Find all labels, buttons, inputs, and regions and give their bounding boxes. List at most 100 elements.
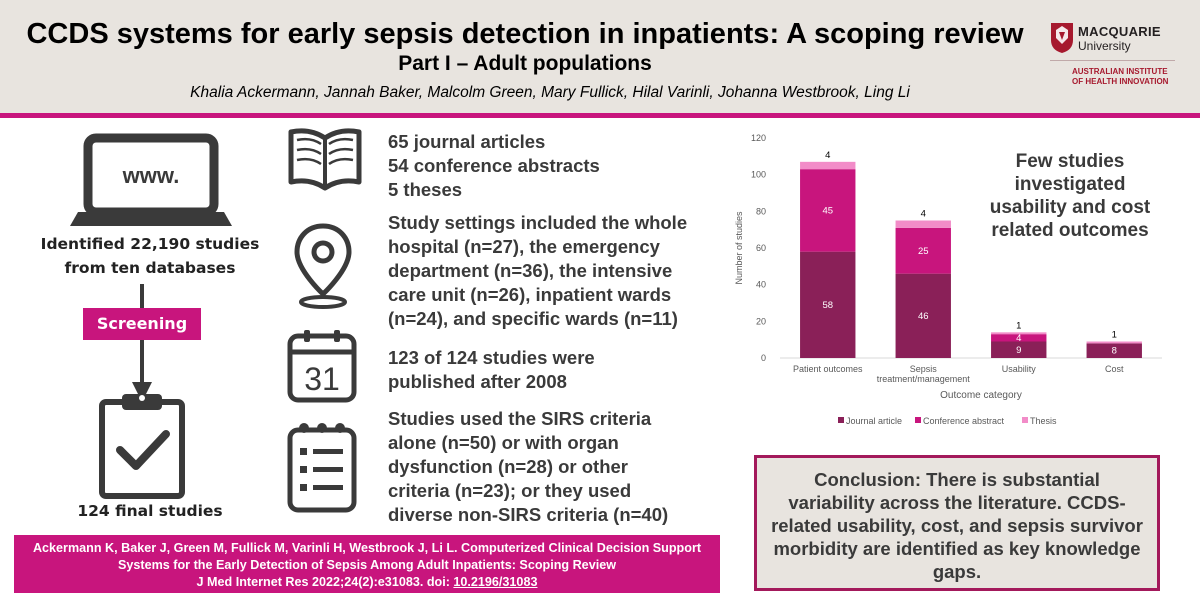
data-label: 1 [1112,330,1117,341]
bar-segment [800,251,856,358]
legend-swatch [915,417,921,423]
settings-line: (n=24), and specific wards (n=11) [388,308,678,329]
callout-line: investigated [1014,174,1126,195]
y-tick-label: 60 [756,243,766,253]
checklist-icon [287,423,357,513]
legend-label: Thesis [1030,416,1057,426]
article-counts: 65 journal articles 54 conference abstra… [388,130,600,202]
data-label: 4 [921,209,926,220]
settings-line: Study settings included the whole [388,212,688,233]
author-list: Khalia Ackermann, Jannah Baker, Malcolm … [190,84,910,101]
conclusion-box: Conclusion: There is substantial variabi… [754,455,1160,591]
criteria-line: dysfunction (n=28) or other [388,456,629,477]
citation-line1: Ackermann K, Baker J, Green M, Fullick M… [32,541,702,555]
data-label: 46 [918,311,929,322]
callout-line: usability and cost [989,197,1151,218]
down-arrow-icon [132,284,152,402]
identified-count: Identified 22,190 studies from ten datab… [40,235,260,277]
citation-line3: J Med Internet Res 2022;24(2):e31083. do… [14,574,720,591]
final-count: 124 final studies [77,502,223,520]
conclusion-line: Conclusion: There is substantial [814,469,1100,490]
x-tick-label: Patient outcomes [793,364,863,374]
bar-segment [1086,341,1142,344]
y-tick-label: 40 [756,280,766,290]
data-label: 58 [822,300,833,311]
criteria-text: Studies used the SIRS criteria alone (n=… [388,407,668,527]
legend-label: Journal article [846,416,902,426]
macquarie-logo: MACQUARIE University AUSTRALIAN INSTITUT… [1050,22,1190,92]
logo-divider [1050,60,1175,61]
data-label: 4 [1016,333,1021,344]
header-banner [0,0,1200,113]
y-tick-label: 120 [751,133,766,143]
citation-line2: Systems for the Early Detection of Sepsi… [117,558,616,572]
conclusion-line: variability across the literature. CCDS- [788,492,1126,513]
doi-link[interactable]: 10.2196/31083 [453,575,538,589]
bar-segment [991,332,1047,335]
data-label: 9 [1016,345,1021,356]
conclusion-line: gaps. [932,561,982,582]
settings-line: hospital (n=27), the emergency [388,236,660,257]
bar-segment [991,341,1047,358]
bar-segment [1086,343,1142,358]
page-title: CCDS systems for early sepsis detection … [26,18,1024,50]
study-settings-text: Study settings included the whole hospit… [388,211,687,331]
publication-years-text: 123 of 124 studies were published after … [388,346,595,394]
data-label: 8 [1112,346,1117,357]
published-line: 123 of 124 studies were [388,347,595,368]
bar-segment [895,220,951,228]
logo-name: MACQUARIE [1078,24,1161,39]
y-tick-label: 0 [761,353,766,363]
logo-subname: University [1078,39,1131,53]
x-tick-label: treatment/management [877,374,971,384]
settings-line: care unit (n=26), inpatient wards [388,284,672,305]
criteria-line: Studies used the SIRS criteria [388,408,652,429]
x-axis-label: Outcome category [940,390,1022,401]
header-divider [0,113,1200,118]
laptop-icon: www. [70,133,232,226]
data-label: 45 [822,205,833,216]
settings-line: department (n=36), the intensive [388,260,673,281]
logo-institute-line1: AUSTRALIAN INSTITUTE [1072,67,1168,76]
chart-callout: Few studies investigated usability and c… [970,150,1170,242]
www-label: www. [122,163,180,188]
y-tick-label: 80 [756,206,766,216]
conference-abstracts-count: 54 conference abstracts [388,155,600,176]
x-tick-label: Sepsis [910,364,938,374]
citation-journal: J Med Internet Res 2022;24(2):e31083. do… [196,575,454,589]
legend-swatch [1022,417,1028,423]
criteria-line: criteria (n=23); or they used [388,480,632,501]
data-label: 4 [825,150,830,161]
theses-count: 5 theses [388,179,463,200]
y-tick-label: 20 [756,316,766,326]
legend-swatch [838,417,844,423]
callout-line: related outcomes [991,220,1149,241]
screening-badge: Screening [83,308,201,340]
bar-segment [895,227,951,274]
macquarie-crest-icon [1051,23,1073,53]
outcome-chart: 0 20 40 60 80 100 120 Number of studies 58 45 4 Pat… [734,133,1162,426]
bar-segment [800,169,856,252]
conclusion-line: morbidity are identified as key knowledg… [773,538,1141,559]
calendar-icon: 31 [287,330,357,403]
bar-segment [991,334,1047,342]
conclusion-line: related usability, cost, and sepsis surv… [771,515,1143,536]
data-label: 1 [1016,320,1021,331]
callout-line: Few studies [1015,151,1125,172]
map-pin-icon [294,223,352,309]
data-label: 25 [918,246,929,257]
legend-label: Conference abstract [923,416,1005,426]
published-line: published after 2008 [388,371,567,392]
page-subtitle: Part I – Adult populations [398,52,652,75]
citation-box: Ackermann K, Baker J, Green M, Fullick M… [14,535,720,593]
bar-segment [800,161,856,170]
x-tick-label: Usability [1002,364,1037,374]
journal-articles-count: 65 journal articles [388,131,546,152]
logo-institute-line2: OF HEALTH INNOVATION [1072,77,1169,86]
criteria-line: diverse non-SIRS criteria (n=40) [388,504,669,525]
y-axis-label: Number of studies [734,211,744,285]
bar-segment [895,273,951,358]
clipboard-check-icon [99,394,185,499]
criteria-line: alone (n=50) or with organ [388,432,619,453]
y-tick-label: 100 [751,170,766,180]
